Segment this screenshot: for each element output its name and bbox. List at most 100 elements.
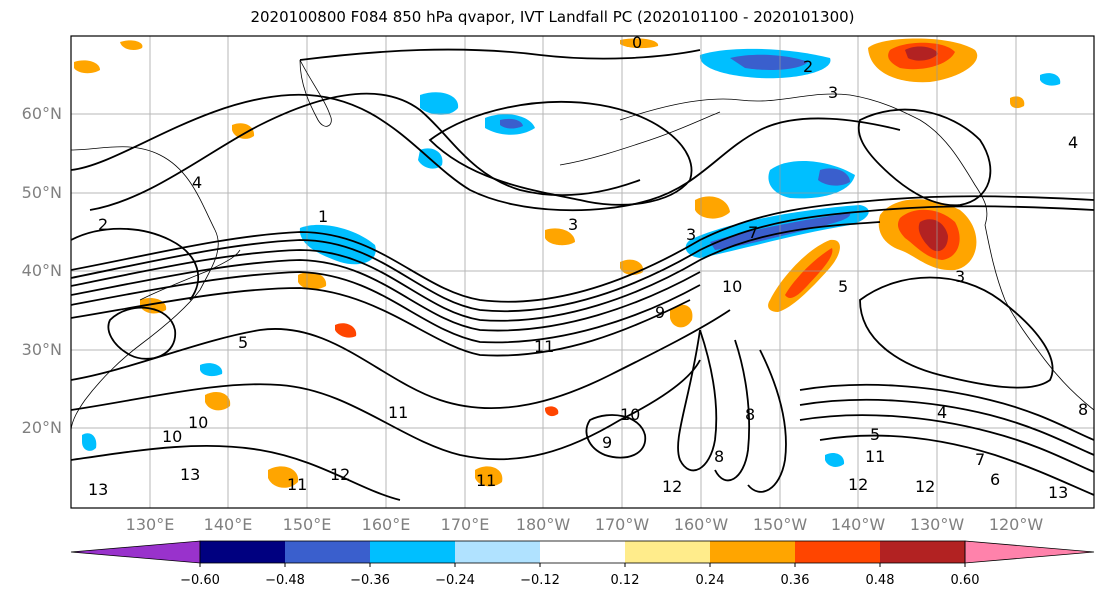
contour-label: 8 — [714, 447, 724, 466]
contour-south-2 — [71, 359, 701, 461]
anomaly-patch-small-11 — [268, 466, 299, 488]
colorbar-tick-label: −0.36 — [350, 573, 390, 588]
contour-label: 7 — [975, 450, 985, 469]
contour-label: 3 — [686, 225, 696, 244]
contour-trough-1 — [677, 329, 718, 472]
contour-west-loop — [71, 227, 199, 301]
colorbar-tick-label: 0.24 — [695, 573, 725, 588]
contour-trough-3 — [747, 349, 787, 493]
colorbar-tick-label: 0.48 — [865, 573, 895, 588]
contour-jet-1 — [71, 195, 1094, 303]
contour-label: 5 — [870, 425, 880, 444]
contour-label: 2 — [803, 57, 813, 76]
anomaly-patch-small-20 — [1040, 73, 1061, 86]
colorbar-extend-high — [964, 540, 1095, 564]
map-gridlines — [71, 36, 1094, 508]
anomaly-patch-small-10 — [475, 466, 503, 487]
colorbar-tick-label: −0.60 — [180, 573, 220, 588]
contour-jet-3 — [71, 221, 881, 322]
contour-south-3 — [71, 444, 401, 501]
anomaly-patch-small-19 — [620, 38, 659, 49]
coast-na-west — [984, 224, 1094, 411]
contour-label: 3 — [828, 83, 838, 102]
contour-jet-2 — [71, 205, 1094, 313]
colorbar-tick-label: 0.60 — [950, 573, 980, 588]
colorbar-tick-label: −0.48 — [265, 573, 305, 588]
anomaly-patch-small-8 — [670, 304, 693, 328]
contour-label: 8 — [1078, 400, 1088, 419]
contour-subtrop-4 — [819, 434, 1094, 496]
anomaly-patch-alaska-blue-core — [730, 54, 808, 70]
colorbar-extend-low — [70, 540, 201, 564]
contour-label: 11 — [287, 475, 307, 494]
contour-trough-2 — [714, 339, 751, 482]
contour-label: 1 — [318, 207, 328, 226]
map-title: 2020100800 F084 850 hPa qvapor, IVT Land… — [250, 8, 855, 26]
anomaly-patch-small-12 — [205, 392, 231, 411]
anomaly-patch-small-2 — [545, 228, 575, 246]
anomaly-patch-gulf-alaska-peak — [905, 46, 938, 61]
colorbar-frame — [199, 540, 966, 564]
contour-label: 12 — [848, 475, 868, 494]
contour-label: 13 — [1048, 483, 1068, 502]
contour-north-1 — [71, 94, 901, 212]
lat-label-50N: 50°N — [21, 183, 62, 202]
anomaly-patch-plume-core — [785, 248, 833, 299]
contour-label: 9 — [655, 303, 665, 322]
colorbar-segment — [625, 541, 710, 563]
lat-label-40N: 40°N — [21, 261, 62, 280]
contour-label: 10 — [162, 427, 182, 446]
lon-label-140W: 140°W — [830, 515, 886, 534]
contour-subtrop-3 — [799, 414, 1094, 473]
coast-alaska — [619, 93, 988, 226]
contour-label: 3 — [955, 267, 965, 286]
anomaly-patch-small-9 — [545, 406, 559, 417]
colorbar-segment — [540, 541, 625, 563]
lon-label-150E: 150°E — [282, 515, 332, 534]
contour-label: 0 — [632, 33, 642, 52]
contour-label: 11 — [476, 471, 496, 490]
contour-label: 5 — [238, 333, 248, 352]
contour-label: 5 — [838, 277, 848, 296]
contour-label: 6 — [990, 470, 1000, 489]
lat-label-20N: 20°N — [21, 418, 62, 437]
contour-label: 10 — [722, 277, 742, 296]
map-plot-area — [71, 36, 1094, 508]
coast-asia — [71, 146, 219, 431]
contour-label: 12 — [662, 477, 682, 496]
contour-north-4 — [299, 48, 701, 61]
lon-label-150W: 150°W — [752, 515, 808, 534]
anomaly-patch-bering-blue-core — [818, 168, 850, 186]
contour-label: 8 — [745, 405, 755, 424]
coast-kamchatka — [299, 59, 332, 127]
lon-label-120W: 120°W — [988, 515, 1044, 534]
anomaly-patch-bc-coast-peak — [918, 219, 948, 252]
anomaly-patch-small-4 — [298, 272, 327, 290]
anomaly-patch-small-1 — [695, 196, 730, 219]
lon-label-170E: 170°E — [440, 515, 490, 534]
anomaly-patch-small-14 — [82, 433, 97, 451]
contour-east-high — [859, 276, 1054, 389]
lon-label-180W: 180°W — [515, 515, 571, 534]
qvapor-shading — [74, 38, 1061, 488]
anomaly-patch-nwpac-blue-3-core — [500, 118, 523, 129]
colorbar-ticks — [199, 563, 966, 567]
contour-jet-6 — [71, 287, 691, 357]
contour-label: 4 — [1068, 133, 1078, 152]
colorbar-segment — [285, 541, 370, 563]
lon-label-130E: 130°E — [125, 515, 175, 534]
contour-label: 10 — [188, 413, 208, 432]
lon-label-130W: 130°W — [909, 515, 965, 534]
lat-label-60N: 60°N — [21, 104, 62, 123]
contour-label: 7 — [748, 223, 758, 242]
contour-label: 4 — [192, 173, 202, 192]
colorbar — [70, 540, 1095, 567]
colorbar-tick-label: 0.36 — [780, 573, 810, 588]
colorbar-segment — [795, 541, 880, 563]
qvapor-contours — [71, 48, 1094, 501]
contour-south-1 — [71, 309, 731, 410]
contour-bering-loop — [857, 108, 992, 207]
contour-labels: 0 2 3 4 2 1 3 3 7 10 5 9 11 5 4 3 10 10 … — [88, 33, 1088, 502]
anomaly-patch-small-3 — [335, 323, 357, 338]
